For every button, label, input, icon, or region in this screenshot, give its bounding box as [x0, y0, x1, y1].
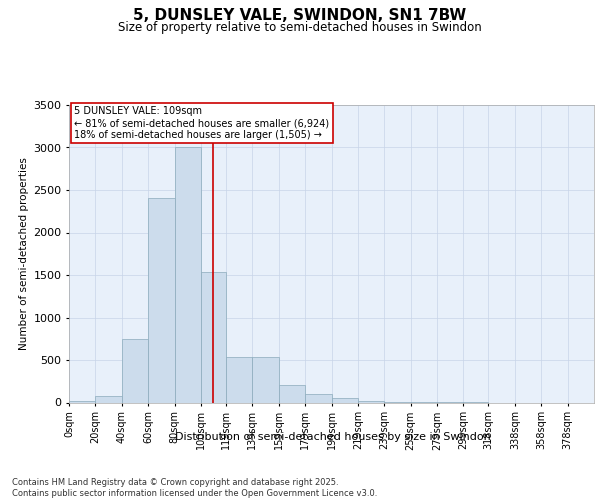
- Bar: [305, 394, 331, 402]
- Text: 5, DUNSLEY VALE, SWINDON, SN1 7BW: 5, DUNSLEY VALE, SWINDON, SN1 7BW: [133, 8, 467, 22]
- Bar: [69, 401, 95, 402]
- Bar: [175, 148, 201, 402]
- Bar: [253, 358, 279, 403]
- Bar: [279, 384, 305, 402]
- Bar: [122, 339, 148, 402]
- Bar: [148, 198, 175, 402]
- Bar: [201, 272, 226, 402]
- Bar: [226, 358, 253, 403]
- Text: Size of property relative to semi-detached houses in Swindon: Size of property relative to semi-detach…: [118, 22, 482, 35]
- Text: Distribution of semi-detached houses by size in Swindon: Distribution of semi-detached houses by …: [175, 432, 491, 442]
- Text: Contains HM Land Registry data © Crown copyright and database right 2025.
Contai: Contains HM Land Registry data © Crown c…: [12, 478, 377, 498]
- Bar: [95, 396, 122, 402]
- Y-axis label: Number of semi-detached properties: Number of semi-detached properties: [19, 158, 29, 350]
- Bar: [358, 401, 384, 402]
- Text: 5 DUNSLEY VALE: 109sqm
← 81% of semi-detached houses are smaller (6,924)
18% of : 5 DUNSLEY VALE: 109sqm ← 81% of semi-det…: [74, 106, 329, 140]
- Bar: [331, 398, 358, 402]
